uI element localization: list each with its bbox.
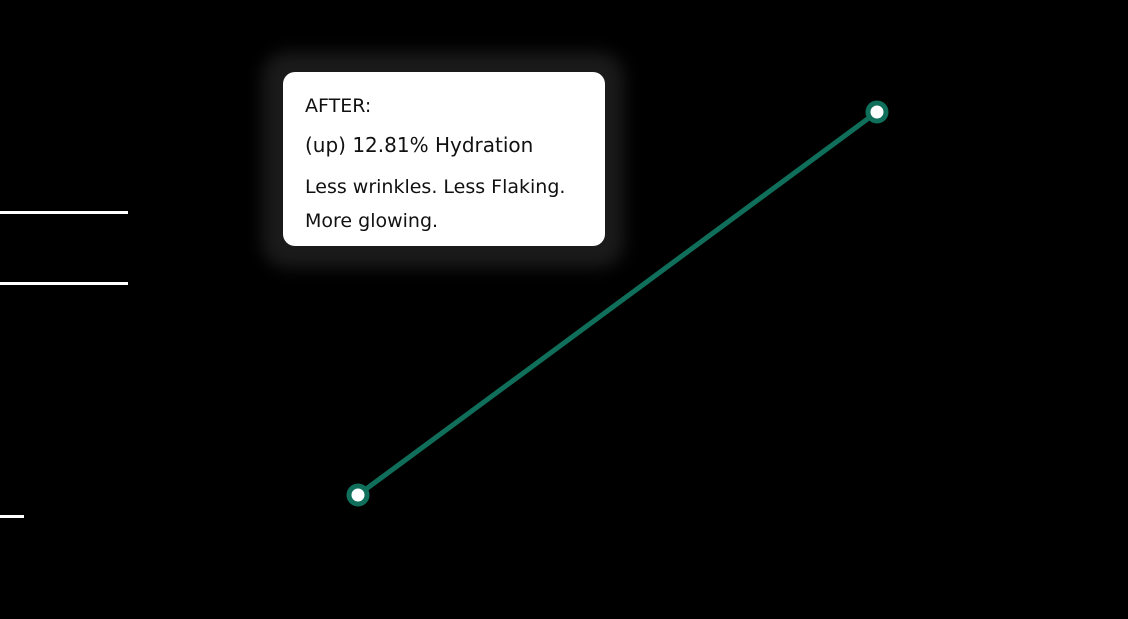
data-point-marker [868, 103, 886, 121]
data-point-marker [349, 486, 367, 504]
tooltip-card: AFTER: (up) 12.81% Hydration Less wrinkl… [283, 72, 605, 246]
left-edge-tick [0, 515, 24, 518]
left-edge-bar-top [0, 211, 128, 214]
tooltip-heading: AFTER: [305, 94, 583, 118]
tooltip-metric: (up) 12.81% Hydration [305, 132, 583, 158]
left-edge-bar-bottom [0, 282, 128, 285]
tooltip-note: Less wrinkles. Less Flaking. More glowin… [305, 170, 583, 238]
